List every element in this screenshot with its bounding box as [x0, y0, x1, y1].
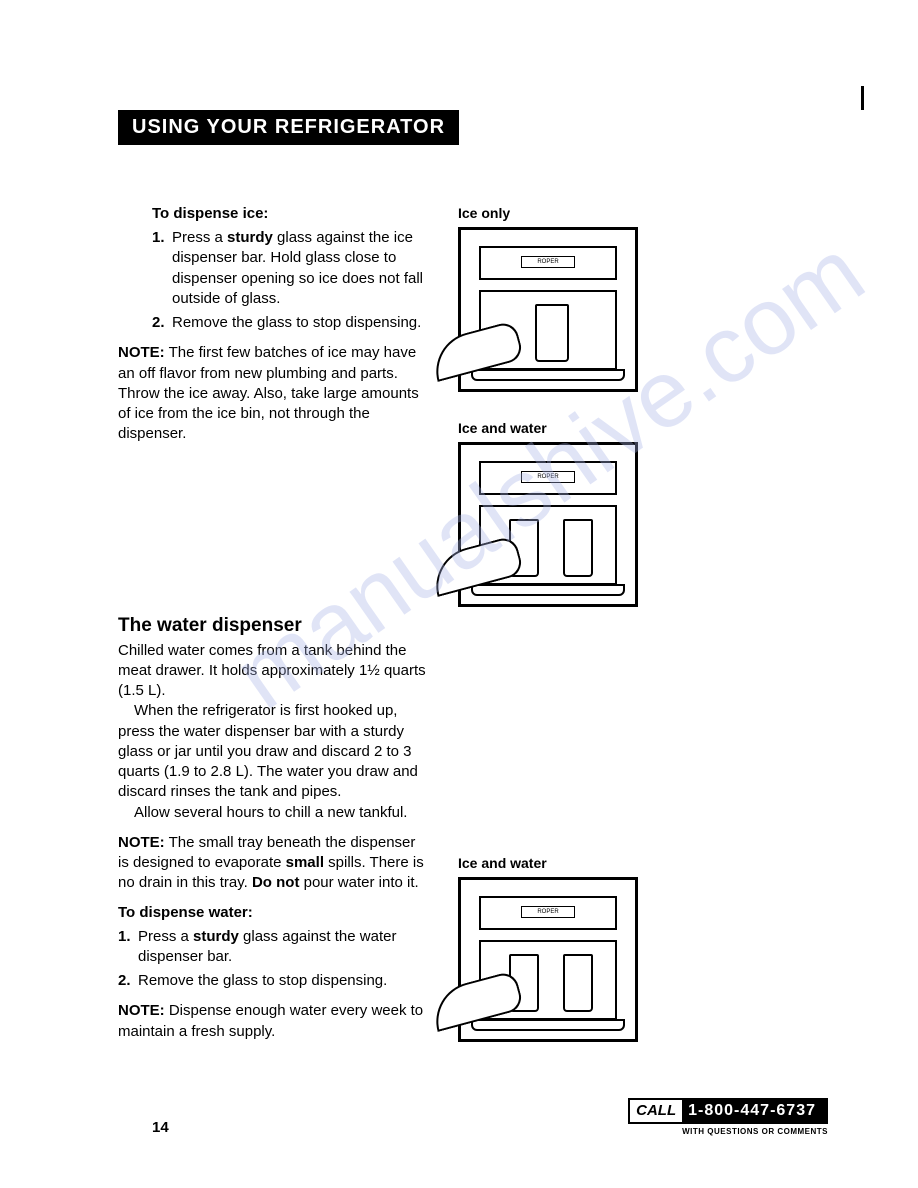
dispenser-figure-ice: ROPER: [458, 227, 638, 392]
page-number: 14: [152, 1119, 169, 1136]
ice-note: NOTE: The first few batches of ice may h…: [118, 343, 428, 444]
step-number: 1.: [152, 228, 172, 309]
dispenser-figure-water: ROPER: [458, 877, 638, 1042]
right-column: Ice only ROPER Ice and water ROPER: [458, 205, 778, 1070]
step-number: 2.: [118, 971, 138, 991]
two-column-layout: To dispense ice: 1. Press a sturdy glass…: [118, 205, 828, 1070]
figure-label: Ice only: [458, 205, 778, 221]
dispenser-figure-both: ROPER: [458, 442, 638, 607]
water-steps: 1. Press a sturdy glass against the wate…: [118, 927, 428, 992]
list-item: 1. Press a sturdy glass against the ice …: [152, 228, 428, 309]
figure-label: Ice and water: [458, 855, 778, 871]
corner-mark: [861, 86, 864, 110]
left-column: To dispense ice: 1. Press a sturdy glass…: [118, 205, 428, 1070]
water-p3: Allow several hours to chill a new tankf…: [118, 803, 428, 823]
step-text: Remove the glass to stop dispensing.: [138, 971, 428, 991]
ice-steps: 1. Press a sturdy glass against the ice …: [152, 228, 428, 333]
call-box: CALL 1-800-447-6737 WITH QUESTIONS OR CO…: [628, 1098, 828, 1136]
step-text: Press a sturdy glass against the water d…: [138, 927, 428, 968]
list-item: 1. Press a sturdy glass against the wate…: [118, 927, 428, 968]
list-item: 2. Remove the glass to stop dispensing.: [118, 971, 428, 991]
call-subtitle: WITH QUESTIONS OR COMMENTS: [628, 1127, 828, 1136]
section-header: USING YOUR REFRIGERATOR: [118, 110, 459, 145]
call-bar: CALL 1-800-447-6737: [628, 1098, 828, 1124]
water-dispense-heading: To dispense water:: [118, 904, 428, 921]
water-p1: Chilled water comes from a tank behind t…: [118, 641, 428, 702]
water-note: NOTE: The small tray beneath the dispens…: [118, 833, 428, 894]
call-label: CALL: [630, 1100, 682, 1122]
step-text: Remove the glass to stop dispensing.: [172, 313, 428, 333]
figure-label: Ice and water: [458, 420, 778, 436]
page-content: USING YOUR REFRIGERATOR To dispense ice:…: [0, 0, 918, 1130]
water-p2: When the refrigerator is first hooked up…: [118, 701, 428, 802]
call-number: 1-800-447-6737: [682, 1100, 826, 1122]
list-item: 2. Remove the glass to stop dispensing.: [152, 313, 428, 333]
water-heading: The water dispenser: [118, 615, 428, 637]
step-number: 2.: [152, 313, 172, 333]
water-dispense-note: NOTE: Dispense enough water every week t…: [118, 1001, 428, 1042]
ice-heading: To dispense ice:: [152, 205, 428, 222]
step-text: Press a sturdy glass against the ice dis…: [172, 228, 428, 309]
step-number: 1.: [118, 927, 138, 968]
